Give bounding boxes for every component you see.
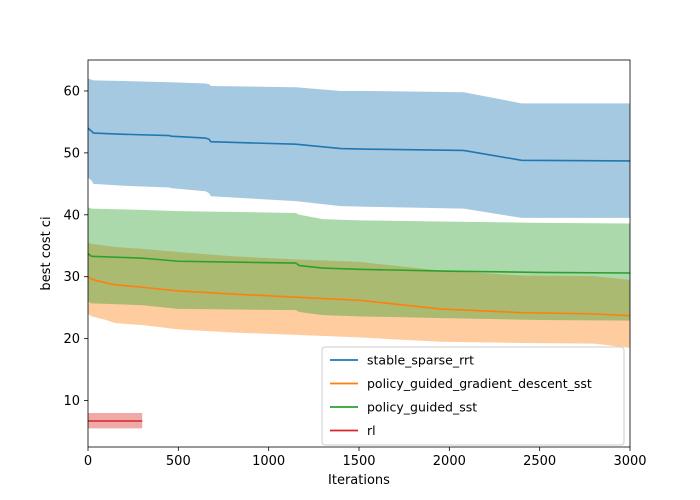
y-tick-label: 60 — [63, 84, 80, 99]
band-policy_guided_gradient_descent_sst — [88, 242, 630, 348]
confidence-bands — [88, 78, 630, 429]
line-policy_guided_gradient_descent_sst — [87, 276, 631, 317]
legend-label-rl: rl — [367, 423, 376, 438]
legend-label-policy_guided_sst: policy_guided_sst — [367, 400, 477, 415]
x-tick-label: 500 — [166, 454, 191, 469]
x-tick-label: 2500 — [523, 454, 556, 469]
x-axis-label: Iterations — [328, 473, 390, 488]
x-tick-label: 1500 — [342, 454, 375, 469]
x-tick-label: 0 — [84, 454, 92, 469]
y-axis-label: best cost ci — [39, 216, 54, 290]
y-tick-label: 50 — [63, 146, 80, 161]
x-tick-label: 2000 — [433, 454, 466, 469]
legend-label-stable_sparse_rrt: stable_sparse_rrt — [367, 353, 474, 368]
legend-box — [321, 346, 625, 446]
x-axis-ticks: 0 500 1000 1500 2000 2500 3000 — [84, 447, 647, 469]
legend-label-policy_guided_gradient_descent_sst: policy_guided_gradient_descent_sst — [367, 376, 592, 391]
line-policy_guided_sst — [87, 253, 631, 274]
y-tick-label: 20 — [63, 332, 80, 347]
x-tick-label: 1000 — [252, 454, 285, 469]
x-tick-label: 3000 — [613, 454, 646, 469]
line-stable_sparse_rrt — [87, 127, 631, 162]
y-tick-label: 40 — [63, 208, 80, 223]
y-tick-label: 30 — [63, 270, 80, 285]
series-lines — [87, 127, 631, 422]
y-axis-ticks: 10 20 30 40 50 60 — [63, 84, 88, 409]
y-tick-label: 10 — [63, 394, 80, 409]
legend: stable_sparse_rrt policy_guided_gradient_… — [321, 346, 625, 446]
band-policy_guided_sst — [88, 207, 630, 321]
